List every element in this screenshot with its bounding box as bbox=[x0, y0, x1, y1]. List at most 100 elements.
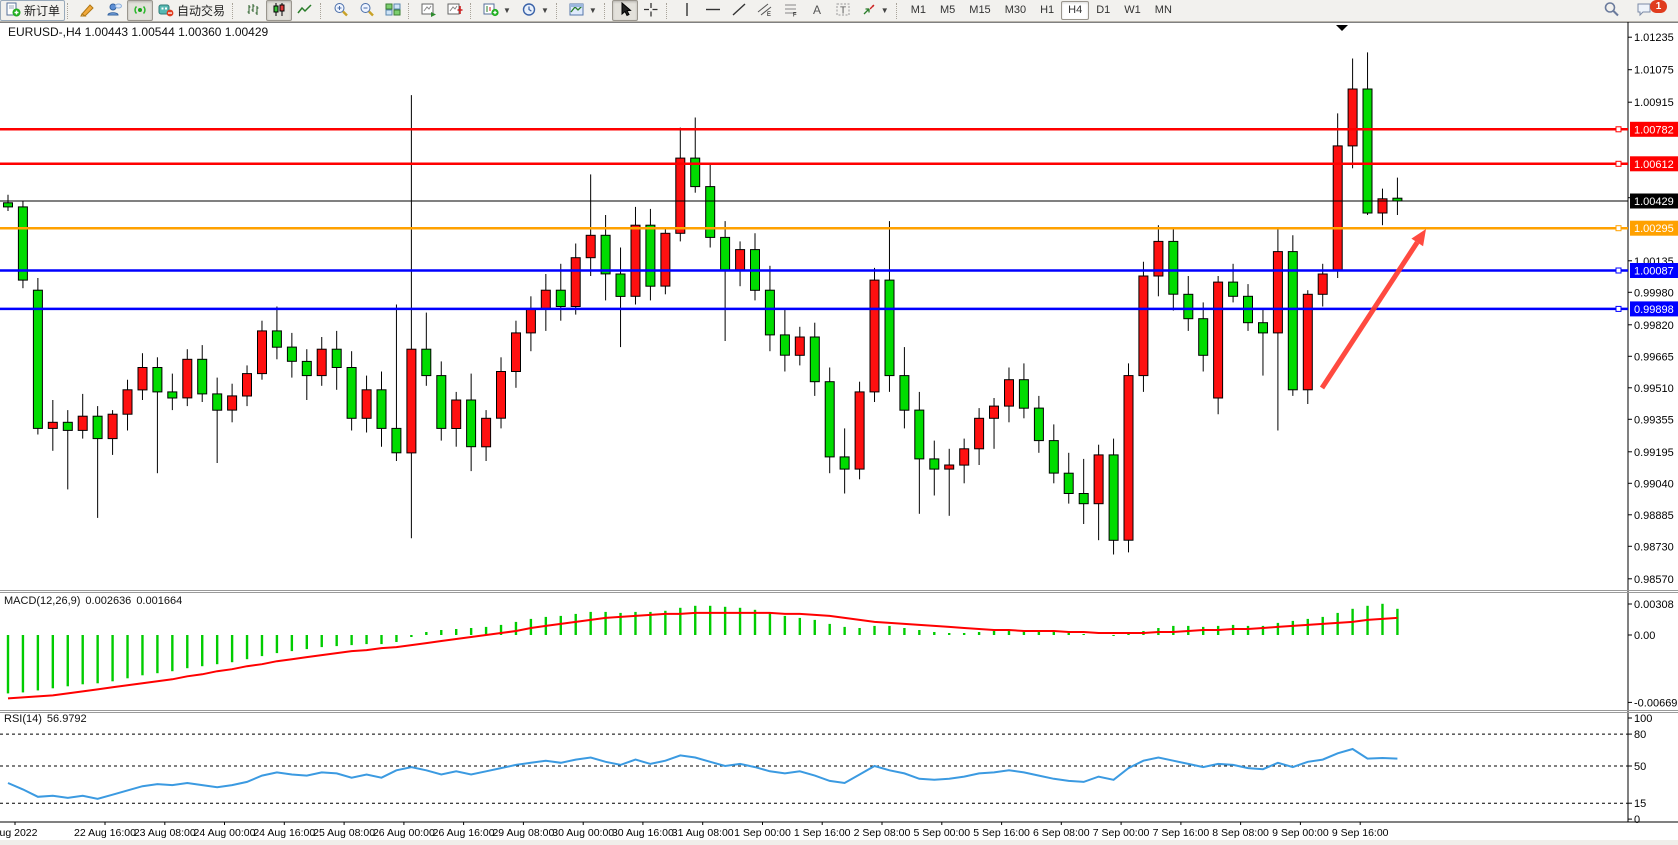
tab-timeframe-h1[interactable]: H1 bbox=[1040, 4, 1055, 16]
svg-text:0.00308: 0.00308 bbox=[1634, 599, 1674, 611]
candle-body bbox=[3, 202, 13, 208]
candle-body bbox=[361, 389, 372, 419]
time-axis-label: 30 Aug 00:00 bbox=[552, 827, 614, 839]
crayon-icon bbox=[80, 2, 96, 20]
crosshair-button[interactable] bbox=[638, 0, 664, 21]
crosshair-icon bbox=[643, 2, 659, 20]
price-axis[interactable]: 1.012351.010751.009151.004451.001350.999… bbox=[1628, 32, 1674, 586]
chart-line-button[interactable] bbox=[292, 0, 318, 21]
auto-scroll-button[interactable] bbox=[416, 0, 442, 21]
template-icon bbox=[569, 2, 585, 20]
time-axis-label: Aug 2022 bbox=[0, 827, 38, 839]
chart-bars-button[interactable] bbox=[240, 0, 266, 21]
vertical-line-button[interactable] bbox=[674, 0, 700, 21]
tab-timeframe-m5[interactable]: M5 bbox=[940, 4, 956, 16]
horizontal-line-button[interactable] bbox=[700, 0, 726, 21]
signal-button[interactable] bbox=[127, 0, 154, 21]
candle-body bbox=[182, 358, 193, 399]
candle-body bbox=[197, 358, 208, 395]
toolbar-separator bbox=[408, 2, 414, 19]
chart-title: EURUSD-,H4 1.00443 1.00544 1.00360 1.004… bbox=[8, 25, 269, 39]
tab-timeframe-d1[interactable]: D1 bbox=[1096, 4, 1111, 16]
level-handle[interactable] bbox=[1615, 160, 1622, 167]
time-axis-label: 2 Sep 08:00 bbox=[854, 827, 911, 839]
svg-text:1.01235: 1.01235 bbox=[1634, 32, 1674, 44]
autotrading-button[interactable]: 自动交易 bbox=[153, 0, 230, 21]
candle-body bbox=[794, 336, 805, 356]
svg-text:0.99665: 0.99665 bbox=[1634, 351, 1674, 363]
community-button[interactable] bbox=[101, 0, 127, 21]
time-axis-label: 26 Aug 00:00 bbox=[373, 827, 435, 839]
tab-timeframe-m1[interactable]: M1 bbox=[910, 4, 926, 16]
template-button[interactable]: ▼ bbox=[564, 0, 602, 21]
candle-body bbox=[1317, 273, 1328, 295]
svg-text:0.99195: 0.99195 bbox=[1634, 447, 1674, 459]
text-label-button[interactable]: T bbox=[830, 0, 856, 21]
time-axis-label: 29 Aug 08:00 bbox=[492, 827, 554, 839]
svg-text:50: 50 bbox=[1634, 761, 1646, 773]
tab-timeframe-h4[interactable]: H4 bbox=[1061, 1, 1090, 20]
zoom-out-button[interactable] bbox=[354, 0, 380, 21]
candle-body bbox=[989, 405, 999, 419]
chart-candles-button[interactable] bbox=[266, 0, 293, 21]
level-handle[interactable] bbox=[1615, 225, 1622, 232]
time-axis-label: 1 Sep 16:00 bbox=[794, 827, 851, 839]
candle-body bbox=[824, 381, 835, 458]
rsi-indicator-label: RSI(14) 56.9792 bbox=[4, 713, 87, 725]
time-axis-label: 24 Aug 00:00 bbox=[194, 827, 256, 839]
candle-body bbox=[1347, 88, 1358, 147]
candle-body bbox=[884, 279, 895, 377]
chart-shift-marker[interactable] bbox=[1336, 25, 1348, 31]
cursor-button[interactable] bbox=[611, 0, 638, 21]
svg-text:15: 15 bbox=[1634, 798, 1646, 810]
level-handle[interactable] bbox=[1615, 305, 1622, 312]
toolbar-separator bbox=[67, 2, 73, 19]
tab-timeframe-w1[interactable]: W1 bbox=[1124, 4, 1141, 16]
chart-shift-button[interactable] bbox=[442, 0, 468, 21]
candle-body bbox=[301, 360, 312, 377]
time-axis-label: 5 Sep 00:00 bbox=[913, 827, 970, 839]
zoom-out-icon bbox=[359, 2, 375, 20]
candle-body bbox=[959, 448, 970, 466]
arrow-shapes-button[interactable]: ▼ bbox=[856, 0, 894, 21]
candle-body bbox=[286, 346, 297, 362]
macd-signal-line bbox=[7, 611, 1398, 700]
candle-body bbox=[1377, 198, 1388, 214]
tile-windows-button[interactable] bbox=[380, 0, 406, 21]
macd-axis: 0.00308 0.00 -0.006692 bbox=[1628, 599, 1678, 709]
candlesticks bbox=[3, 52, 1403, 555]
equidistant-channel-button[interactable]: E bbox=[752, 0, 778, 21]
period-clock-button[interactable]: ▼ bbox=[516, 0, 554, 21]
candle-body bbox=[137, 367, 148, 391]
price-level-lines[interactable] bbox=[0, 126, 1628, 312]
tab-timeframe-mn[interactable]: MN bbox=[1154, 4, 1172, 16]
candle-body bbox=[570, 257, 581, 308]
time-axis-label: 7 Sep 00:00 bbox=[1093, 827, 1150, 839]
fibonacci-button[interactable]: F bbox=[778, 0, 804, 21]
trendline-button[interactable] bbox=[726, 0, 752, 21]
tab-timeframe-m30[interactable]: M30 bbox=[1004, 4, 1027, 16]
new-chart-button[interactable]: ▼ bbox=[478, 0, 516, 21]
level-handle[interactable] bbox=[1615, 267, 1622, 274]
autotrading-label: 自动交易 bbox=[177, 4, 226, 18]
tile-windows-icon bbox=[385, 2, 401, 20]
new-order-button[interactable]: 新订单 bbox=[0, 0, 66, 21]
pane-separators[interactable] bbox=[0, 590, 1678, 713]
text-button[interactable]: A bbox=[804, 0, 830, 21]
notifications-button[interactable]: 1 bbox=[1631, 0, 1672, 21]
trend-arrow-annotation[interactable] bbox=[1319, 229, 1426, 390]
search-button[interactable] bbox=[1598, 0, 1625, 21]
level-handle[interactable] bbox=[1615, 126, 1622, 133]
candle-body bbox=[1213, 281, 1224, 399]
arrow-shapes-icon bbox=[861, 2, 877, 20]
zoom-in-button[interactable] bbox=[328, 0, 354, 21]
candle-body bbox=[555, 289, 566, 308]
crayon-button[interactable] bbox=[75, 0, 101, 21]
time-axis-label: 7 Sep 16:00 bbox=[1153, 827, 1210, 839]
candle-body bbox=[511, 332, 521, 372]
time-axis-label: 22 Aug 16:00 bbox=[74, 827, 136, 839]
time-axis-label: 26 Aug 16:00 bbox=[433, 827, 495, 839]
tab-timeframe-m15[interactable]: M15 bbox=[969, 4, 991, 16]
